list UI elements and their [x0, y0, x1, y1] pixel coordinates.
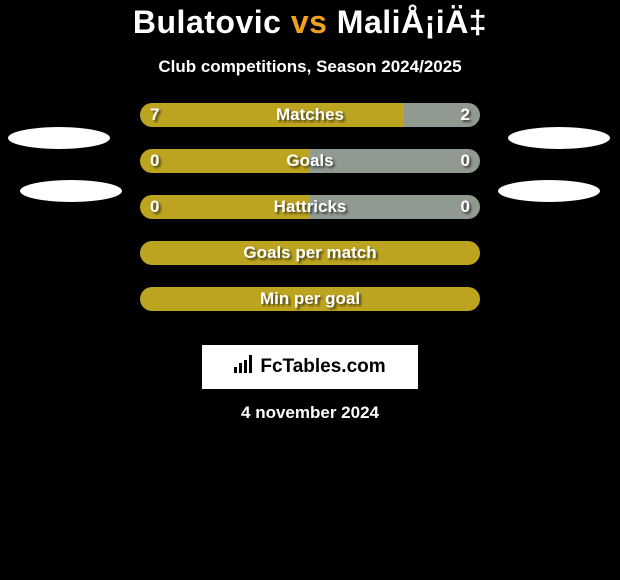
- ellipse-decoration: [498, 180, 600, 202]
- stat-right-value: 2: [461, 103, 470, 127]
- ellipse-decoration: [20, 180, 122, 202]
- stat-right-value: 0: [461, 149, 470, 173]
- chart-icon: [234, 355, 254, 379]
- stats-container: 7 2 Matches 0 0 Goals 0 0 Hattricks Goals per mat…: [130, 103, 490, 333]
- stat-row: 7 2 Matches: [130, 103, 490, 127]
- date-text: 4 november 2024: [241, 403, 379, 423]
- subtitle-text: Club competitions, Season 2024/2025: [158, 57, 461, 77]
- logo-label: FcTables.com: [260, 356, 385, 378]
- bar-container: Goals per match: [140, 241, 480, 265]
- bar-container: 7 2 Matches: [140, 103, 480, 127]
- stat-label: Hattricks: [274, 195, 347, 219]
- bar-left: [140, 149, 310, 173]
- stat-row: 0 0 Hattricks: [130, 195, 490, 219]
- vs-text: vs: [291, 4, 328, 40]
- stat-right-value: 0: [461, 195, 470, 219]
- stat-label: Goals per match: [243, 241, 376, 265]
- logo-text: FcTables.com: [234, 355, 385, 379]
- stat-label: Min per goal: [260, 287, 360, 311]
- bar-right: [310, 149, 480, 173]
- bar-container: Min per goal: [140, 287, 480, 311]
- stat-left-value: 7: [150, 103, 159, 127]
- ellipse-decoration: [8, 127, 110, 149]
- bar-container: 0 0 Hattricks: [140, 195, 480, 219]
- stat-left-value: 0: [150, 195, 159, 219]
- ellipse-decoration: [508, 127, 610, 149]
- comparison-title: Bulatovic vs MaliÅ¡iÄ‡: [133, 4, 487, 41]
- stat-row: 0 0 Goals: [130, 149, 490, 173]
- stat-label: Goals: [286, 149, 333, 173]
- stat-row: Min per goal: [130, 287, 490, 311]
- player1-name: Bulatovic: [133, 4, 282, 40]
- stat-label: Matches: [276, 103, 344, 127]
- player2-name: MaliÅ¡iÄ‡: [337, 4, 487, 40]
- bar-left: [140, 103, 404, 127]
- stat-left-value: 0: [150, 149, 159, 173]
- stat-row: Goals per match: [130, 241, 490, 265]
- bar-container: 0 0 Goals: [140, 149, 480, 173]
- logo-box[interactable]: FcTables.com: [202, 345, 418, 389]
